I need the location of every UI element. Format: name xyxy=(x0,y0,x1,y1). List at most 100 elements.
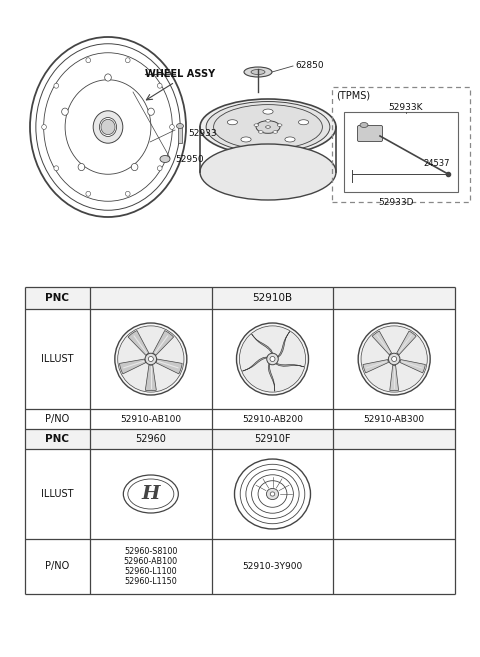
Circle shape xyxy=(358,323,430,395)
Ellipse shape xyxy=(101,120,115,135)
Ellipse shape xyxy=(273,131,277,133)
Ellipse shape xyxy=(200,144,336,200)
Ellipse shape xyxy=(277,124,282,126)
Ellipse shape xyxy=(206,102,330,152)
Text: ILLUST: ILLUST xyxy=(41,354,74,364)
Ellipse shape xyxy=(42,125,47,129)
Text: 52910-AB200: 52910-AB200 xyxy=(242,415,303,424)
Text: 52910-AB300: 52910-AB300 xyxy=(364,415,425,424)
Polygon shape xyxy=(120,359,146,374)
Circle shape xyxy=(237,323,309,395)
Ellipse shape xyxy=(265,120,270,122)
Text: 62850: 62850 xyxy=(295,62,324,70)
Text: P/NO: P/NO xyxy=(46,414,70,424)
FancyBboxPatch shape xyxy=(178,127,182,143)
Polygon shape xyxy=(153,330,174,355)
Polygon shape xyxy=(145,365,156,391)
Text: 52960-L1150: 52960-L1150 xyxy=(124,577,177,586)
Polygon shape xyxy=(252,334,273,357)
Polygon shape xyxy=(396,331,416,355)
Ellipse shape xyxy=(251,70,265,74)
Text: PNC: PNC xyxy=(46,434,70,444)
Ellipse shape xyxy=(54,83,59,88)
Text: 52960-AB100: 52960-AB100 xyxy=(124,557,178,566)
Circle shape xyxy=(392,357,396,361)
Text: 52960: 52960 xyxy=(135,434,166,444)
Ellipse shape xyxy=(360,122,368,127)
Circle shape xyxy=(267,353,278,365)
Ellipse shape xyxy=(54,166,59,171)
Polygon shape xyxy=(156,359,182,374)
Ellipse shape xyxy=(61,108,68,116)
Text: PNC: PNC xyxy=(46,293,70,303)
Bar xyxy=(344,112,458,192)
Ellipse shape xyxy=(125,58,130,62)
Text: 52910B: 52910B xyxy=(252,293,293,303)
Ellipse shape xyxy=(148,108,155,116)
Text: 52910-3Y900: 52910-3Y900 xyxy=(242,562,302,571)
Ellipse shape xyxy=(99,118,117,137)
Polygon shape xyxy=(268,361,275,392)
Circle shape xyxy=(148,357,153,361)
Ellipse shape xyxy=(131,164,138,171)
Bar xyxy=(332,87,470,202)
Text: 24537: 24537 xyxy=(423,160,450,168)
Ellipse shape xyxy=(256,121,280,133)
Ellipse shape xyxy=(299,120,309,125)
Circle shape xyxy=(270,357,275,361)
Ellipse shape xyxy=(86,58,91,62)
Ellipse shape xyxy=(93,111,123,143)
Text: (TPMS): (TPMS) xyxy=(336,91,370,101)
Ellipse shape xyxy=(157,83,162,88)
Ellipse shape xyxy=(270,492,275,496)
Ellipse shape xyxy=(258,131,263,133)
Ellipse shape xyxy=(241,137,251,142)
Circle shape xyxy=(115,323,187,395)
Ellipse shape xyxy=(160,156,170,162)
Bar xyxy=(25,429,455,449)
Ellipse shape xyxy=(157,166,162,171)
Circle shape xyxy=(118,326,184,392)
Circle shape xyxy=(240,326,306,392)
Text: 52933: 52933 xyxy=(188,129,216,137)
Text: ILLUST: ILLUST xyxy=(41,489,74,499)
Ellipse shape xyxy=(200,99,336,155)
Ellipse shape xyxy=(125,191,130,196)
Polygon shape xyxy=(242,357,270,371)
Bar xyxy=(25,287,455,309)
Circle shape xyxy=(361,326,427,392)
Circle shape xyxy=(145,353,156,365)
Text: WHEEL ASSY: WHEEL ASSY xyxy=(145,69,215,79)
Text: H: H xyxy=(142,485,160,503)
FancyBboxPatch shape xyxy=(358,125,383,141)
Polygon shape xyxy=(363,359,389,373)
Ellipse shape xyxy=(285,137,295,142)
Text: 52960-L1100: 52960-L1100 xyxy=(124,567,177,576)
Ellipse shape xyxy=(105,74,111,81)
Polygon shape xyxy=(274,361,304,367)
Polygon shape xyxy=(400,359,425,373)
Ellipse shape xyxy=(177,124,183,129)
Polygon shape xyxy=(275,332,289,358)
Text: 52910F: 52910F xyxy=(254,434,291,444)
Polygon shape xyxy=(128,330,149,355)
Ellipse shape xyxy=(228,120,238,125)
Text: 52933K: 52933K xyxy=(389,102,423,112)
Polygon shape xyxy=(390,365,398,391)
Text: 52960-S8100: 52960-S8100 xyxy=(124,547,178,556)
Polygon shape xyxy=(372,331,392,355)
Ellipse shape xyxy=(78,164,85,171)
Circle shape xyxy=(388,353,400,365)
Text: P/NO: P/NO xyxy=(46,562,70,572)
Ellipse shape xyxy=(244,67,272,77)
Ellipse shape xyxy=(169,125,174,129)
Text: 52933D: 52933D xyxy=(378,198,414,207)
Ellipse shape xyxy=(214,104,323,149)
Text: 52910-AB100: 52910-AB100 xyxy=(120,415,181,424)
Ellipse shape xyxy=(265,125,270,128)
Ellipse shape xyxy=(86,191,91,196)
Ellipse shape xyxy=(254,124,259,126)
Ellipse shape xyxy=(266,488,278,499)
Ellipse shape xyxy=(263,109,273,114)
Text: 52950: 52950 xyxy=(175,154,204,164)
